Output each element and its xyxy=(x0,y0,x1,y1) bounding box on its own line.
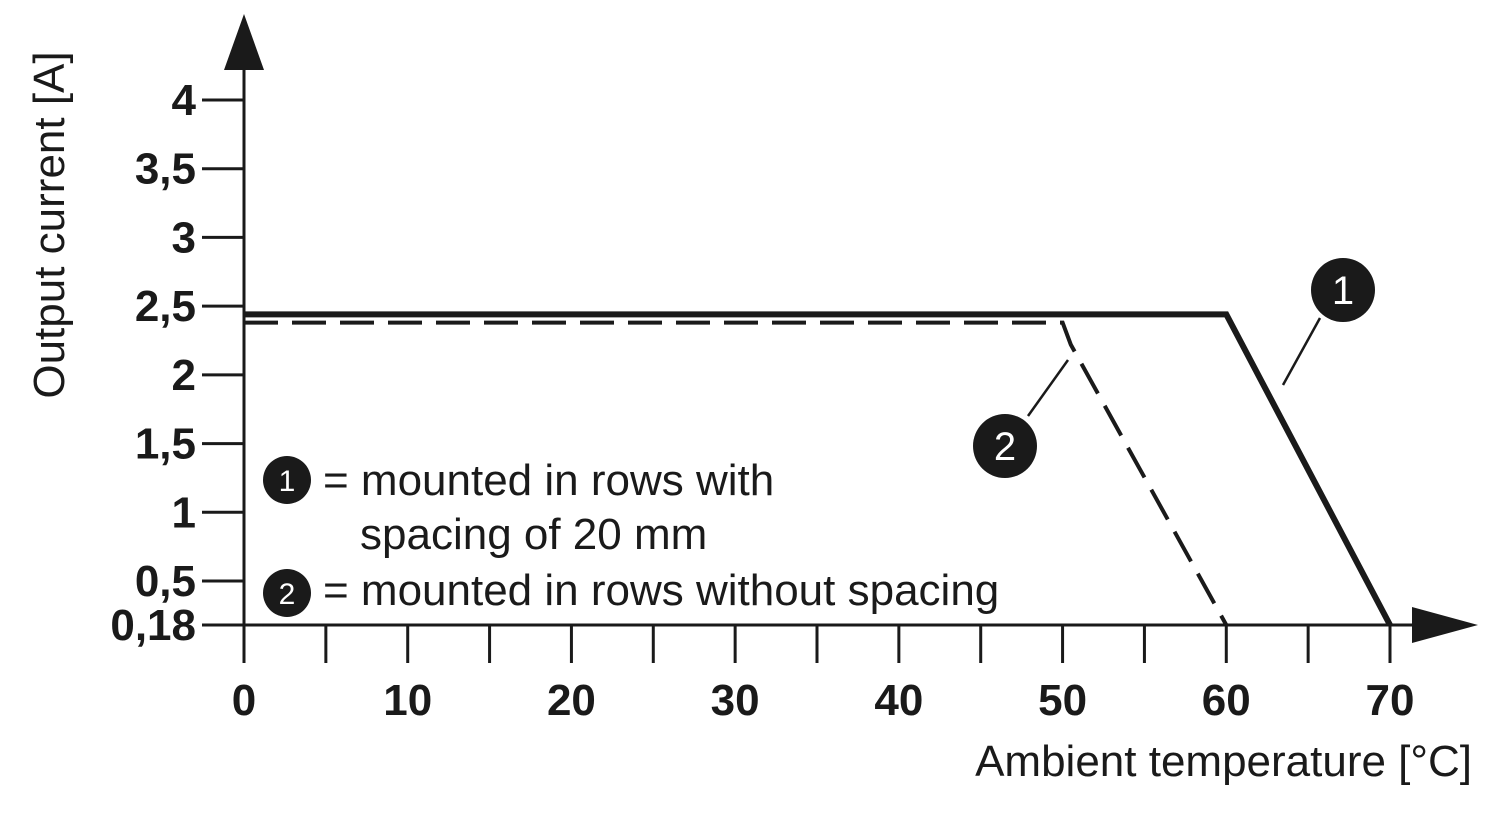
x-tick-label: 60 xyxy=(1202,676,1251,725)
series-2-marker xyxy=(973,414,1037,478)
legend-marker-1 xyxy=(263,456,311,504)
x-tick-label: 70 xyxy=(1366,676,1415,725)
y-tick-label: 1 xyxy=(172,488,196,537)
y-axis-title: Output current [A] xyxy=(25,51,74,398)
legend: 1 = mounted in rows with spacing of 20 mm 2… xyxy=(263,456,999,617)
series-1-marker-label: 1 xyxy=(1332,269,1354,313)
x-tick-label: 40 xyxy=(874,676,923,725)
series-2-marker-label: 2 xyxy=(994,425,1016,469)
legend-marker-2 xyxy=(263,569,311,617)
y-tick-label: 0,5 xyxy=(135,557,196,606)
x-tick-label: 20 xyxy=(547,676,596,725)
legend-text-2: = mounted in rows without spacing xyxy=(323,566,999,615)
x-tick-label: 50 xyxy=(1038,676,1087,725)
series-group xyxy=(244,311,1393,627)
y-tick-label: 4 xyxy=(172,76,197,125)
y-tick-label: 2 xyxy=(172,351,196,400)
legend-text-1: = mounted in rows with xyxy=(323,456,774,505)
x-axis-arrow xyxy=(1412,607,1478,643)
y-tick-label: 1,5 xyxy=(135,420,196,469)
y-tick-label: 3 xyxy=(172,213,196,262)
y-tick-label: 2,5 xyxy=(135,282,196,331)
x-axis-title: Ambient temperature [°C] xyxy=(975,737,1472,786)
series-1-line xyxy=(244,311,1393,627)
series-2-line xyxy=(244,320,1229,626)
legend-marker-label-1: 1 xyxy=(279,465,296,498)
y-tick-label: 3,5 xyxy=(135,145,196,194)
x-tick-label: 30 xyxy=(711,676,760,725)
series-callouts: 12 xyxy=(973,258,1375,478)
x-tick-label: 0 xyxy=(232,676,256,725)
series-2-leader xyxy=(1026,359,1070,417)
y-axis-arrow xyxy=(224,14,264,70)
axes: 0,180,511,522,533,540 10 20 30 40 50 60 70 xyxy=(110,14,1478,725)
legend-text-1: spacing of 20 mm xyxy=(360,510,707,559)
x-tick-label: 10 xyxy=(383,676,432,725)
legend-marker-label-2: 2 xyxy=(279,578,296,611)
series-1-leader xyxy=(1281,317,1322,386)
y-tick-label: 0,18 xyxy=(110,601,196,650)
series-1-marker xyxy=(1311,258,1375,322)
